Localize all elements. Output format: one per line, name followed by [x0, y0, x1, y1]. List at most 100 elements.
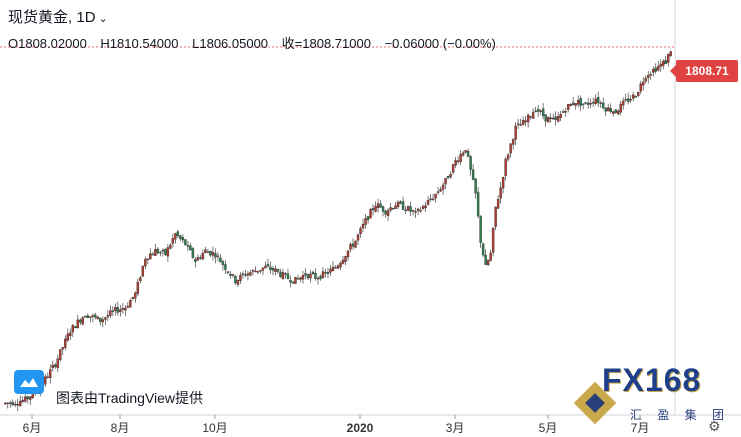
- candle-body: [46, 376, 49, 379]
- candle-body: [401, 201, 405, 210]
- candle-body: [486, 260, 490, 266]
- candle-body: [96, 316, 100, 320]
- candle-body: [561, 111, 565, 113]
- candle-body: [624, 99, 627, 101]
- candle-body: [479, 215, 482, 243]
- candle-body: [256, 271, 260, 273]
- candle-body: [566, 104, 570, 110]
- candle-body: [56, 358, 59, 369]
- candle-body: [326, 272, 330, 274]
- candle-body: [434, 193, 437, 199]
- candle-body: [176, 231, 180, 237]
- brand-sub-text: 汇 盈 集 团: [630, 408, 731, 422]
- candle-body: [404, 209, 407, 212]
- candle-body: [129, 300, 132, 308]
- tradingview-credit[interactable]: 图表由TradingView提供: [56, 390, 204, 406]
- candle-body: [647, 75, 650, 79]
- candle-body: [116, 307, 120, 313]
- candle-body: [439, 189, 442, 192]
- candle-body: [644, 77, 647, 82]
- candle-body: [229, 273, 232, 276]
- candle-body: [119, 309, 122, 313]
- candle-body: [139, 277, 142, 281]
- gear-icon[interactable]: ⚙: [708, 418, 721, 434]
- candle-body: [159, 251, 162, 254]
- candle-body: [346, 250, 350, 258]
- candle-body: [264, 265, 267, 269]
- candle-body: [331, 266, 335, 272]
- candle-body: [194, 259, 197, 262]
- candle-body: [301, 274, 305, 280]
- candle-body: [441, 184, 445, 190]
- candle-body: [399, 201, 402, 204]
- x-tick-label: 8月: [111, 421, 130, 435]
- candle-body: [234, 275, 237, 284]
- x-tick-label: 6月: [23, 421, 42, 435]
- candle-body: [664, 60, 667, 64]
- candle-body: [269, 266, 272, 270]
- candle-body: [411, 210, 415, 212]
- x-tick-label: 5月: [539, 421, 558, 435]
- candle-body: [249, 272, 252, 276]
- candle-body: [64, 338, 67, 348]
- change-value: −0.06000 (−0.00%): [384, 36, 496, 51]
- candle-body: [171, 238, 175, 244]
- candle-body: [529, 116, 532, 118]
- candle-body: [461, 152, 465, 156]
- candle-body: [374, 205, 377, 212]
- candle-body: [366, 216, 370, 221]
- candle-body: [51, 364, 54, 369]
- candle-body: [546, 116, 550, 123]
- candle-body: [279, 271, 282, 277]
- chart-title[interactable]: 现货黄金, 1D ⌄: [8, 6, 108, 27]
- candle-body: [304, 273, 307, 276]
- candle-body: [199, 257, 202, 259]
- candle-body: [491, 227, 495, 253]
- candle-body: [296, 278, 300, 280]
- candle-body: [241, 273, 245, 275]
- candle-body: [19, 401, 22, 406]
- candle-body: [629, 99, 632, 101]
- candle-body: [471, 169, 475, 180]
- candle-body: [286, 273, 290, 279]
- candle-body: [344, 256, 347, 262]
- open-value: O1808.02000: [8, 36, 87, 51]
- candle-body: [204, 249, 207, 253]
- candle-body: [236, 279, 240, 285]
- tradingview-logo[interactable]: [14, 370, 44, 394]
- chevron-down-icon[interactable]: ⌄: [98, 13, 108, 25]
- candle-body: [586, 102, 590, 105]
- candle-body: [526, 114, 530, 123]
- candle-body: [599, 102, 602, 105]
- candle-body: [634, 96, 637, 98]
- interval-label: 1D: [76, 9, 96, 26]
- candle-body: [126, 305, 130, 308]
- candle-body: [294, 277, 297, 285]
- candle-body: [534, 110, 537, 113]
- candle-body: [506, 154, 510, 160]
- candle-body: [226, 271, 230, 273]
- candle-body: [359, 228, 362, 235]
- candle-body: [311, 271, 315, 275]
- candle-body: [499, 187, 502, 199]
- close-value: 收=1808.71000: [281, 36, 371, 51]
- candle-body: [134, 292, 137, 299]
- candle-body: [369, 209, 372, 219]
- candle-body: [221, 261, 225, 266]
- candle-body: [161, 250, 165, 252]
- ohlc-legend: O1808.02000 H1810.54000 L1806.05000 收=18…: [8, 33, 506, 52]
- candle-body: [551, 117, 555, 120]
- candle-body: [544, 114, 547, 122]
- candle-body: [169, 244, 172, 249]
- symbol-name: 现货黄金: [8, 9, 69, 26]
- candle-body: [639, 83, 642, 92]
- candle-body: [209, 250, 212, 256]
- candle-body: [214, 253, 217, 258]
- candle-body: [494, 206, 497, 227]
- candle-body: [179, 235, 182, 239]
- candle-body: [6, 402, 9, 405]
- candle-body: [451, 164, 455, 173]
- candle-body: [146, 258, 150, 261]
- candle-body: [446, 176, 450, 179]
